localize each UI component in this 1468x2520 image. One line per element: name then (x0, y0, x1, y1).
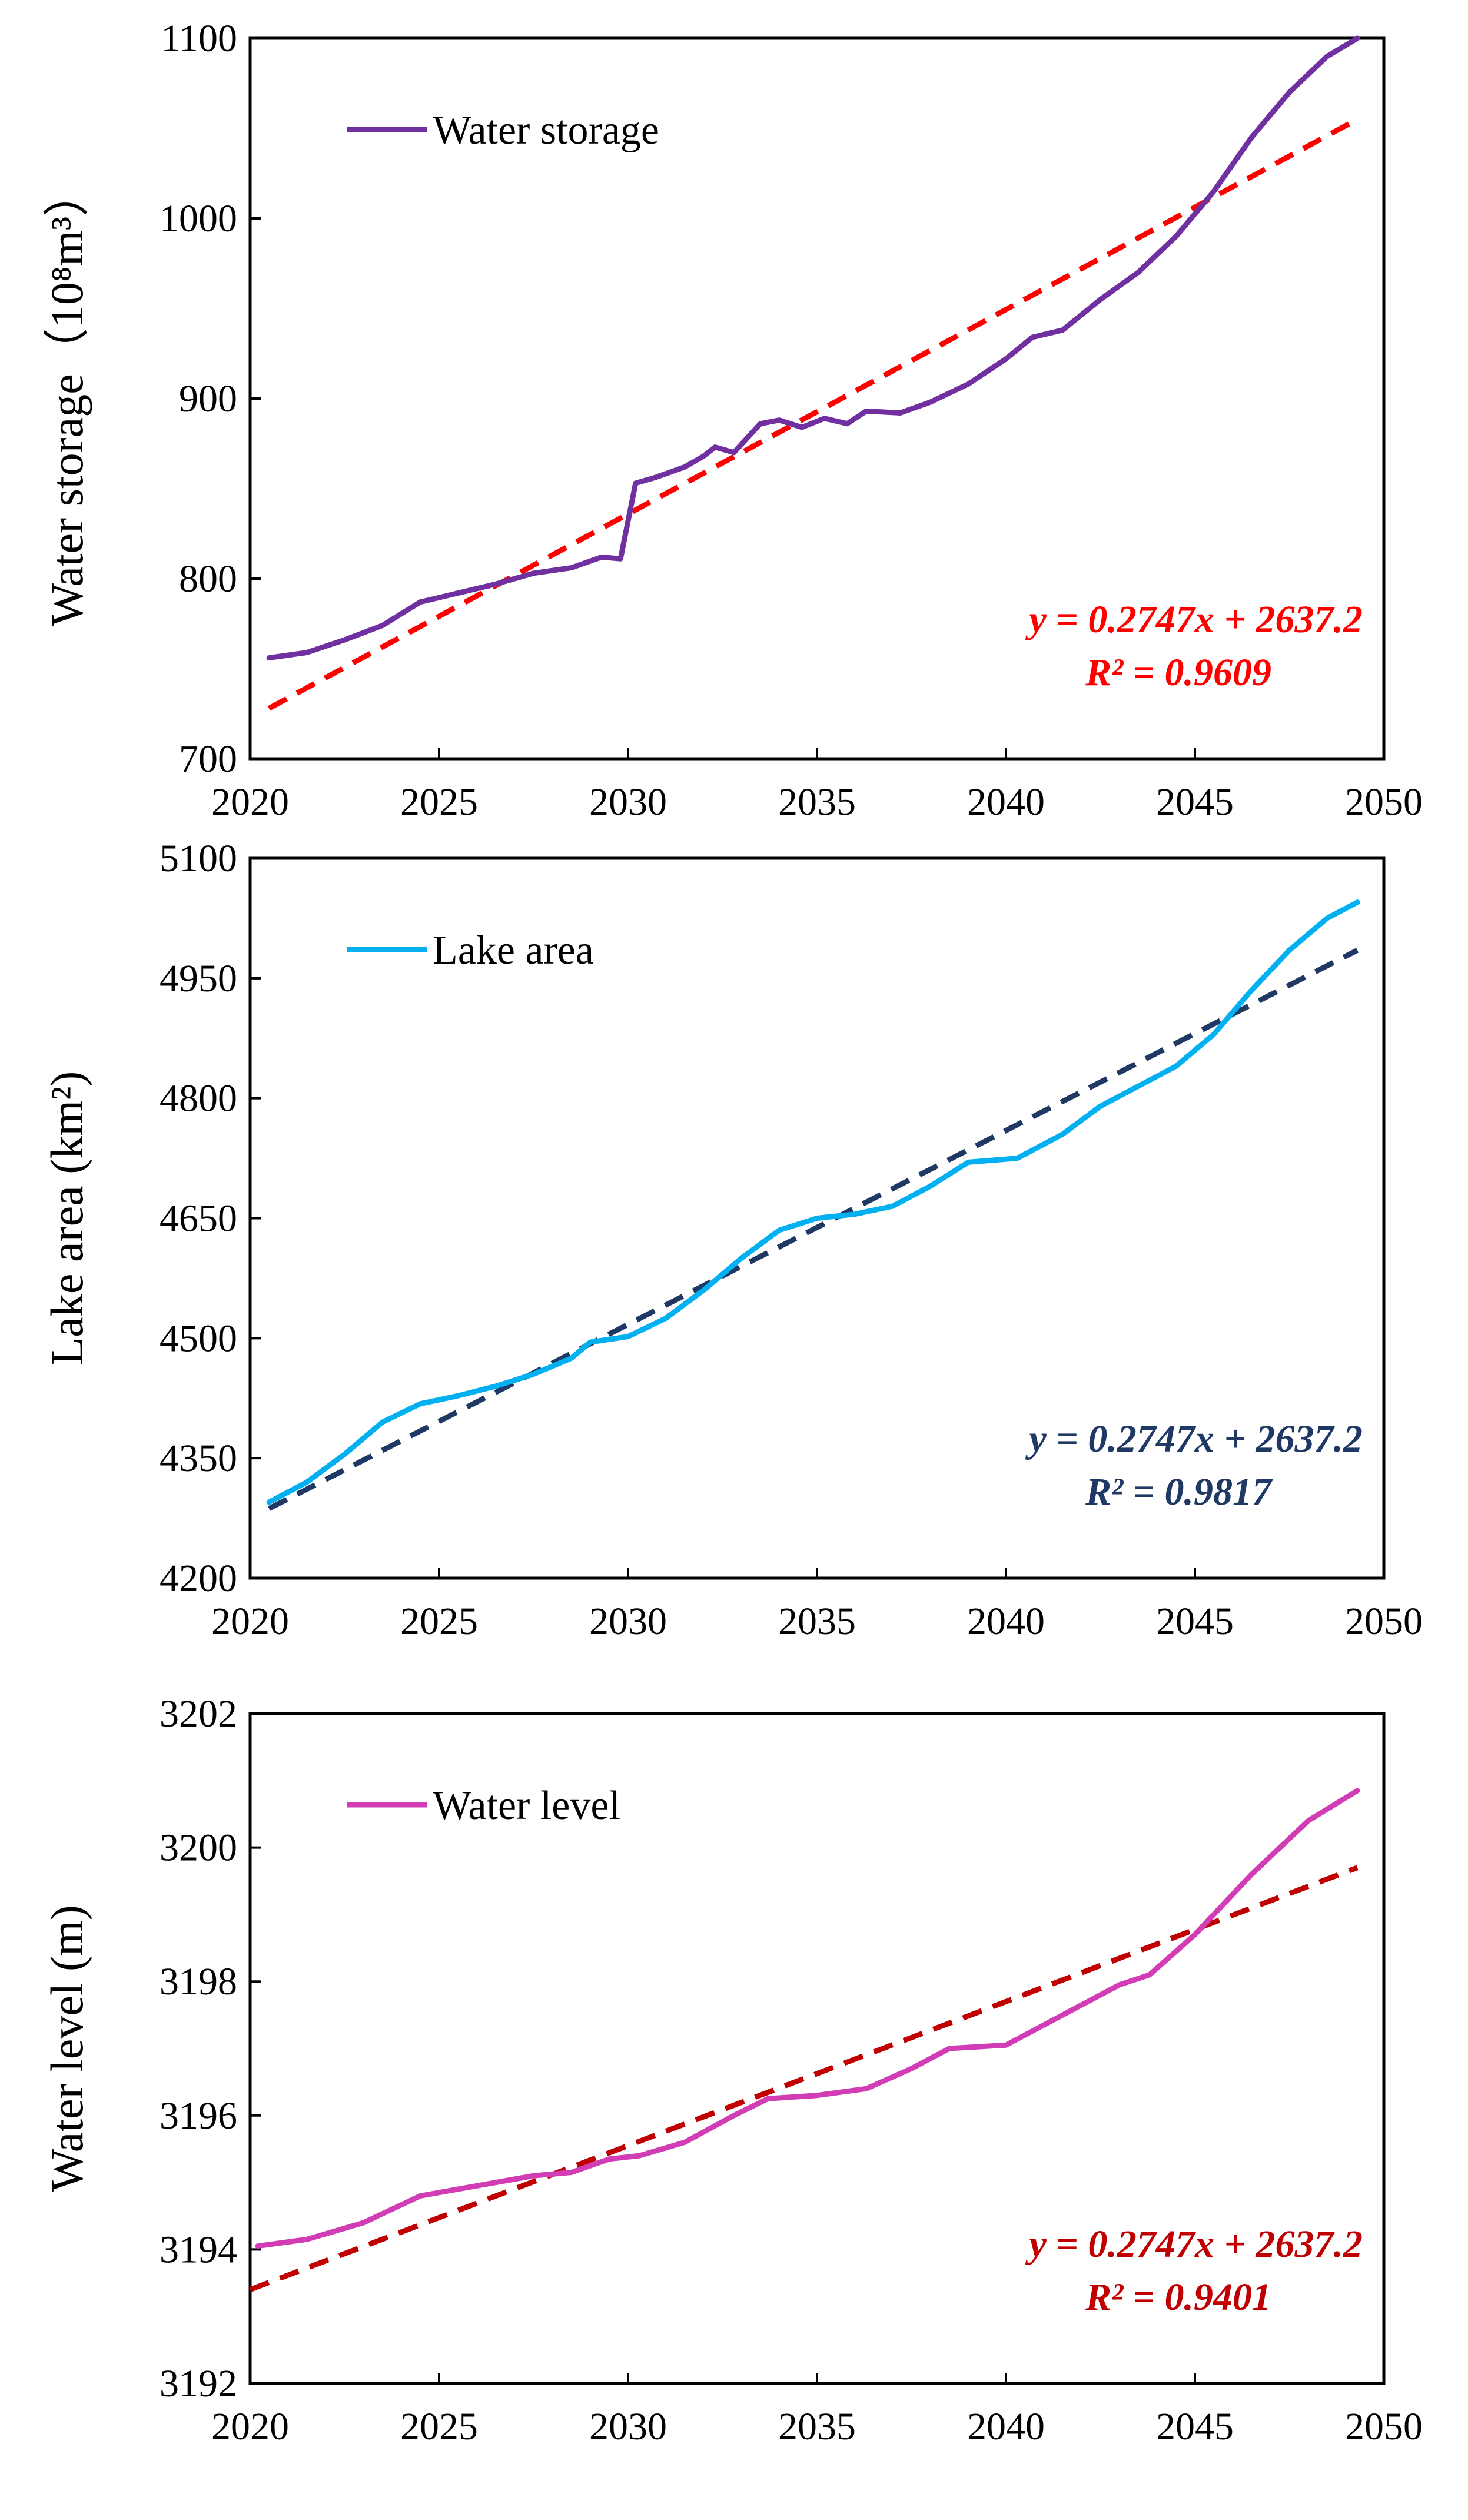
y-axis-title: Water storage（10⁸m³） (41, 171, 92, 626)
trendline-equation: y = 0.2747x + 2637.2 (1025, 2223, 1363, 2266)
legend-label: Lake area (433, 928, 594, 973)
x-tick-label: 2030 (589, 1600, 667, 1643)
x-tick-label: 2045 (1156, 2405, 1234, 2448)
y-tick-label: 4500 (160, 1317, 237, 1360)
y-tick-label: 3192 (160, 2362, 237, 2405)
r-squared-label: R² = 0.9817 (1085, 1470, 1273, 1513)
x-tick-label: 2035 (778, 781, 856, 824)
x-tick-label: 2035 (778, 1600, 856, 1643)
chart-panel-2: 2020 2025 2030 2035 2040 2045 2050 4200 4350 4500… (41, 837, 1423, 1643)
y-tick-label: 4200 (160, 1557, 237, 1600)
y-tick-label: 4650 (160, 1197, 237, 1240)
legend-label: Water storage (433, 108, 659, 153)
y-tick-label: 3202 (160, 1692, 237, 1735)
x-tick-label: 2050 (1345, 1600, 1423, 1643)
y-axis-title: Water level (m) (41, 1905, 92, 2192)
y-tick-label: 5100 (160, 837, 237, 880)
x-tick-label: 2040 (967, 781, 1045, 824)
x-tick-label: 2045 (1156, 1600, 1234, 1643)
y-tick-label: 700 (179, 738, 237, 781)
x-tick-label: 2040 (967, 2405, 1045, 2448)
trendline-equation: y = 0.2747x + 2637.2 (1025, 1417, 1363, 1460)
x-tick-label: 2030 (589, 2405, 667, 2448)
series-line (266, 899, 1360, 1505)
trendline-equation: y = 0.2747x + 2637.2 (1025, 598, 1363, 641)
x-tick-label: 2050 (1345, 781, 1423, 824)
x-tick-label: 2020 (211, 2405, 289, 2448)
x-tick-label: 2020 (211, 781, 289, 824)
trendline (268, 948, 1359, 1511)
y-tick-label: 3198 (160, 1960, 237, 2003)
x-tick-label: 2045 (1156, 781, 1234, 824)
y-tick-label: 4350 (160, 1437, 237, 1480)
y-tick-label: 3194 (160, 2228, 237, 2271)
series-line (266, 35, 1360, 661)
y-tick-label: 3196 (160, 2094, 237, 2137)
trendline (249, 1865, 1359, 2292)
chart-panel-1: 2020 2025 2030 2035 2040 2045 2050 700 800 900 100… (41, 17, 1423, 824)
legend-label: Water level (433, 1783, 620, 1828)
x-tick-label: 2030 (589, 781, 667, 824)
y-tick-label: 1100 (161, 17, 237, 60)
y-tick-label: 1000 (160, 197, 237, 240)
trendline (267, 117, 1359, 711)
r-squared-label: R² = 0.9401 (1085, 2276, 1271, 2319)
x-tick-label: 2025 (400, 1600, 478, 1643)
r-squared-label: R² = 0.9609 (1085, 651, 1271, 694)
y-axis-title: Lake area (km²) (41, 1071, 92, 1366)
y-tick-label: 3200 (160, 1827, 237, 1870)
x-tick-label: 2020 (211, 1600, 289, 1643)
x-tick-label: 2025 (400, 781, 478, 824)
x-tick-label: 2040 (967, 1600, 1045, 1643)
chart-panel-3: 2020 2025 2030 2035 2040 2045 2050 3192 3194 3196… (41, 1692, 1423, 2448)
x-tick-label: 2050 (1345, 2405, 1423, 2448)
series-line (255, 1788, 1360, 2249)
y-tick-label: 4800 (160, 1077, 237, 1120)
y-tick-label: 4950 (160, 957, 237, 1000)
x-tick-label: 2035 (778, 2405, 856, 2448)
y-tick-label: 900 (179, 377, 237, 420)
x-tick-label: 2025 (400, 2405, 478, 2448)
y-tick-label: 800 (179, 557, 237, 600)
